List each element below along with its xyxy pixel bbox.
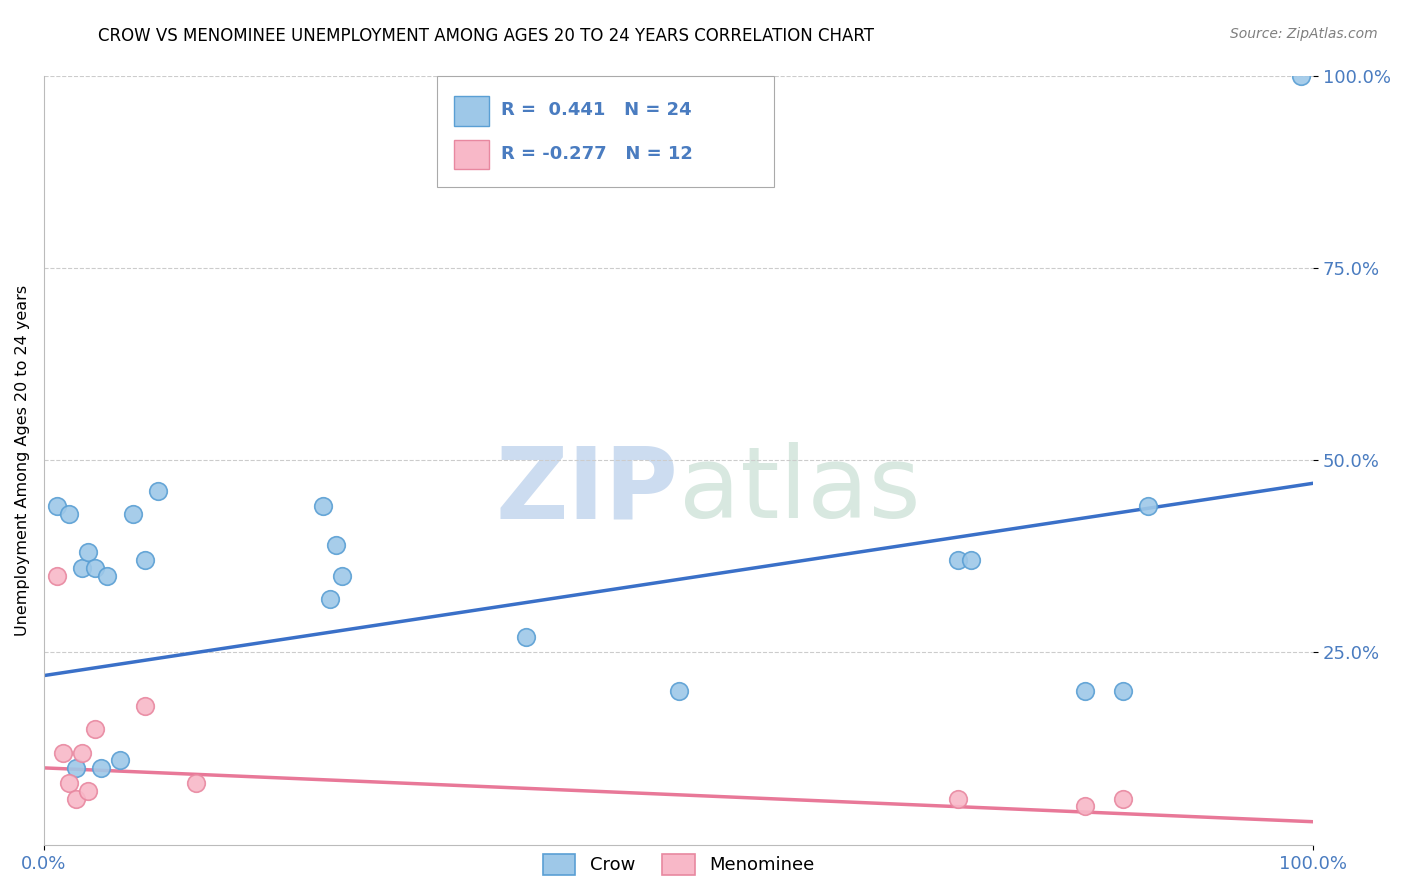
Point	[312, 500, 335, 514]
Point	[77, 784, 100, 798]
FancyBboxPatch shape	[454, 140, 489, 169]
Text: R = -0.277   N = 12: R = -0.277 N = 12	[501, 145, 693, 163]
Point	[1289, 69, 1312, 83]
Point	[186, 776, 208, 790]
Point	[96, 568, 118, 582]
Point	[134, 553, 156, 567]
FancyBboxPatch shape	[454, 96, 489, 126]
Point	[1137, 500, 1160, 514]
Point	[134, 699, 156, 714]
Point	[959, 553, 981, 567]
Point	[1074, 684, 1097, 698]
Point	[1074, 799, 1097, 814]
FancyBboxPatch shape	[437, 76, 773, 187]
Point	[1112, 791, 1135, 805]
Point	[90, 761, 112, 775]
Point	[146, 483, 169, 498]
Point	[1112, 684, 1135, 698]
Point	[58, 776, 80, 790]
Text: ZIP: ZIP	[496, 442, 679, 540]
Point	[52, 746, 75, 760]
Point	[515, 630, 537, 644]
Y-axis label: Unemployment Among Ages 20 to 24 years: Unemployment Among Ages 20 to 24 years	[15, 285, 30, 636]
Legend: Crow, Menominee: Crow, Menominee	[536, 847, 821, 882]
Point	[77, 545, 100, 559]
Point	[946, 553, 969, 567]
Point	[108, 753, 131, 767]
Point	[121, 507, 143, 521]
Text: atlas: atlas	[679, 442, 920, 540]
Point	[668, 684, 690, 698]
Text: Source: ZipAtlas.com: Source: ZipAtlas.com	[1230, 27, 1378, 41]
Text: CROW VS MENOMINEE UNEMPLOYMENT AMONG AGES 20 TO 24 YEARS CORRELATION CHART: CROW VS MENOMINEE UNEMPLOYMENT AMONG AGE…	[98, 27, 875, 45]
Point	[946, 791, 969, 805]
Point	[70, 561, 93, 575]
Point	[330, 568, 353, 582]
Point	[325, 538, 347, 552]
Text: R =  0.441   N = 24: R = 0.441 N = 24	[501, 101, 692, 120]
Point	[45, 500, 67, 514]
Point	[318, 591, 340, 606]
Point	[70, 746, 93, 760]
Point	[58, 507, 80, 521]
Point	[83, 561, 105, 575]
Point	[65, 791, 87, 805]
Point	[65, 761, 87, 775]
Point	[45, 568, 67, 582]
Point	[83, 723, 105, 737]
